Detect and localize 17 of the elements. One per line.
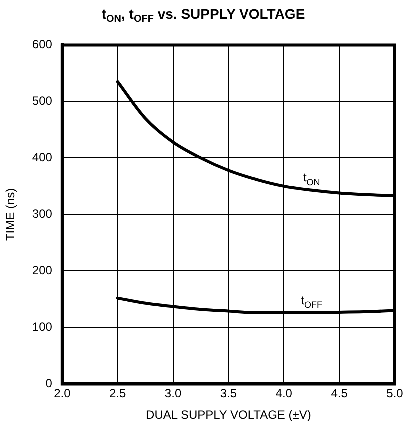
chart-title: t$_{ON}$, t$_{OFF}$ vs. SUPPLY VOLTAGE xyxy=(100,6,306,25)
y-tick-label: 500 xyxy=(32,94,53,108)
x-tick-label: 4.5 xyxy=(331,386,348,401)
y-tick-label: 0 xyxy=(46,376,53,391)
y-tick-label: 300 xyxy=(32,207,53,222)
y-tick-label: 100 xyxy=(32,320,53,334)
x-tick-label: 3.0 xyxy=(164,386,182,401)
y-tick-label: 400 xyxy=(32,150,53,165)
x-tick-label: 2.5 xyxy=(110,386,127,401)
x-axis-title: DUAL SUPPLY VOLTAGE (±V) xyxy=(146,408,312,422)
x-tick-label: 3.5 xyxy=(220,386,238,401)
x-tick-label: 5.0 xyxy=(386,386,404,401)
y-axis-title: TIME (ns) xyxy=(4,188,18,242)
y-tick-label: 600 xyxy=(32,38,53,52)
x-tick-label: 2.0 xyxy=(54,386,72,401)
y-tick-label: 200 xyxy=(32,264,53,278)
x-tick-label: 4.0 xyxy=(276,386,293,401)
